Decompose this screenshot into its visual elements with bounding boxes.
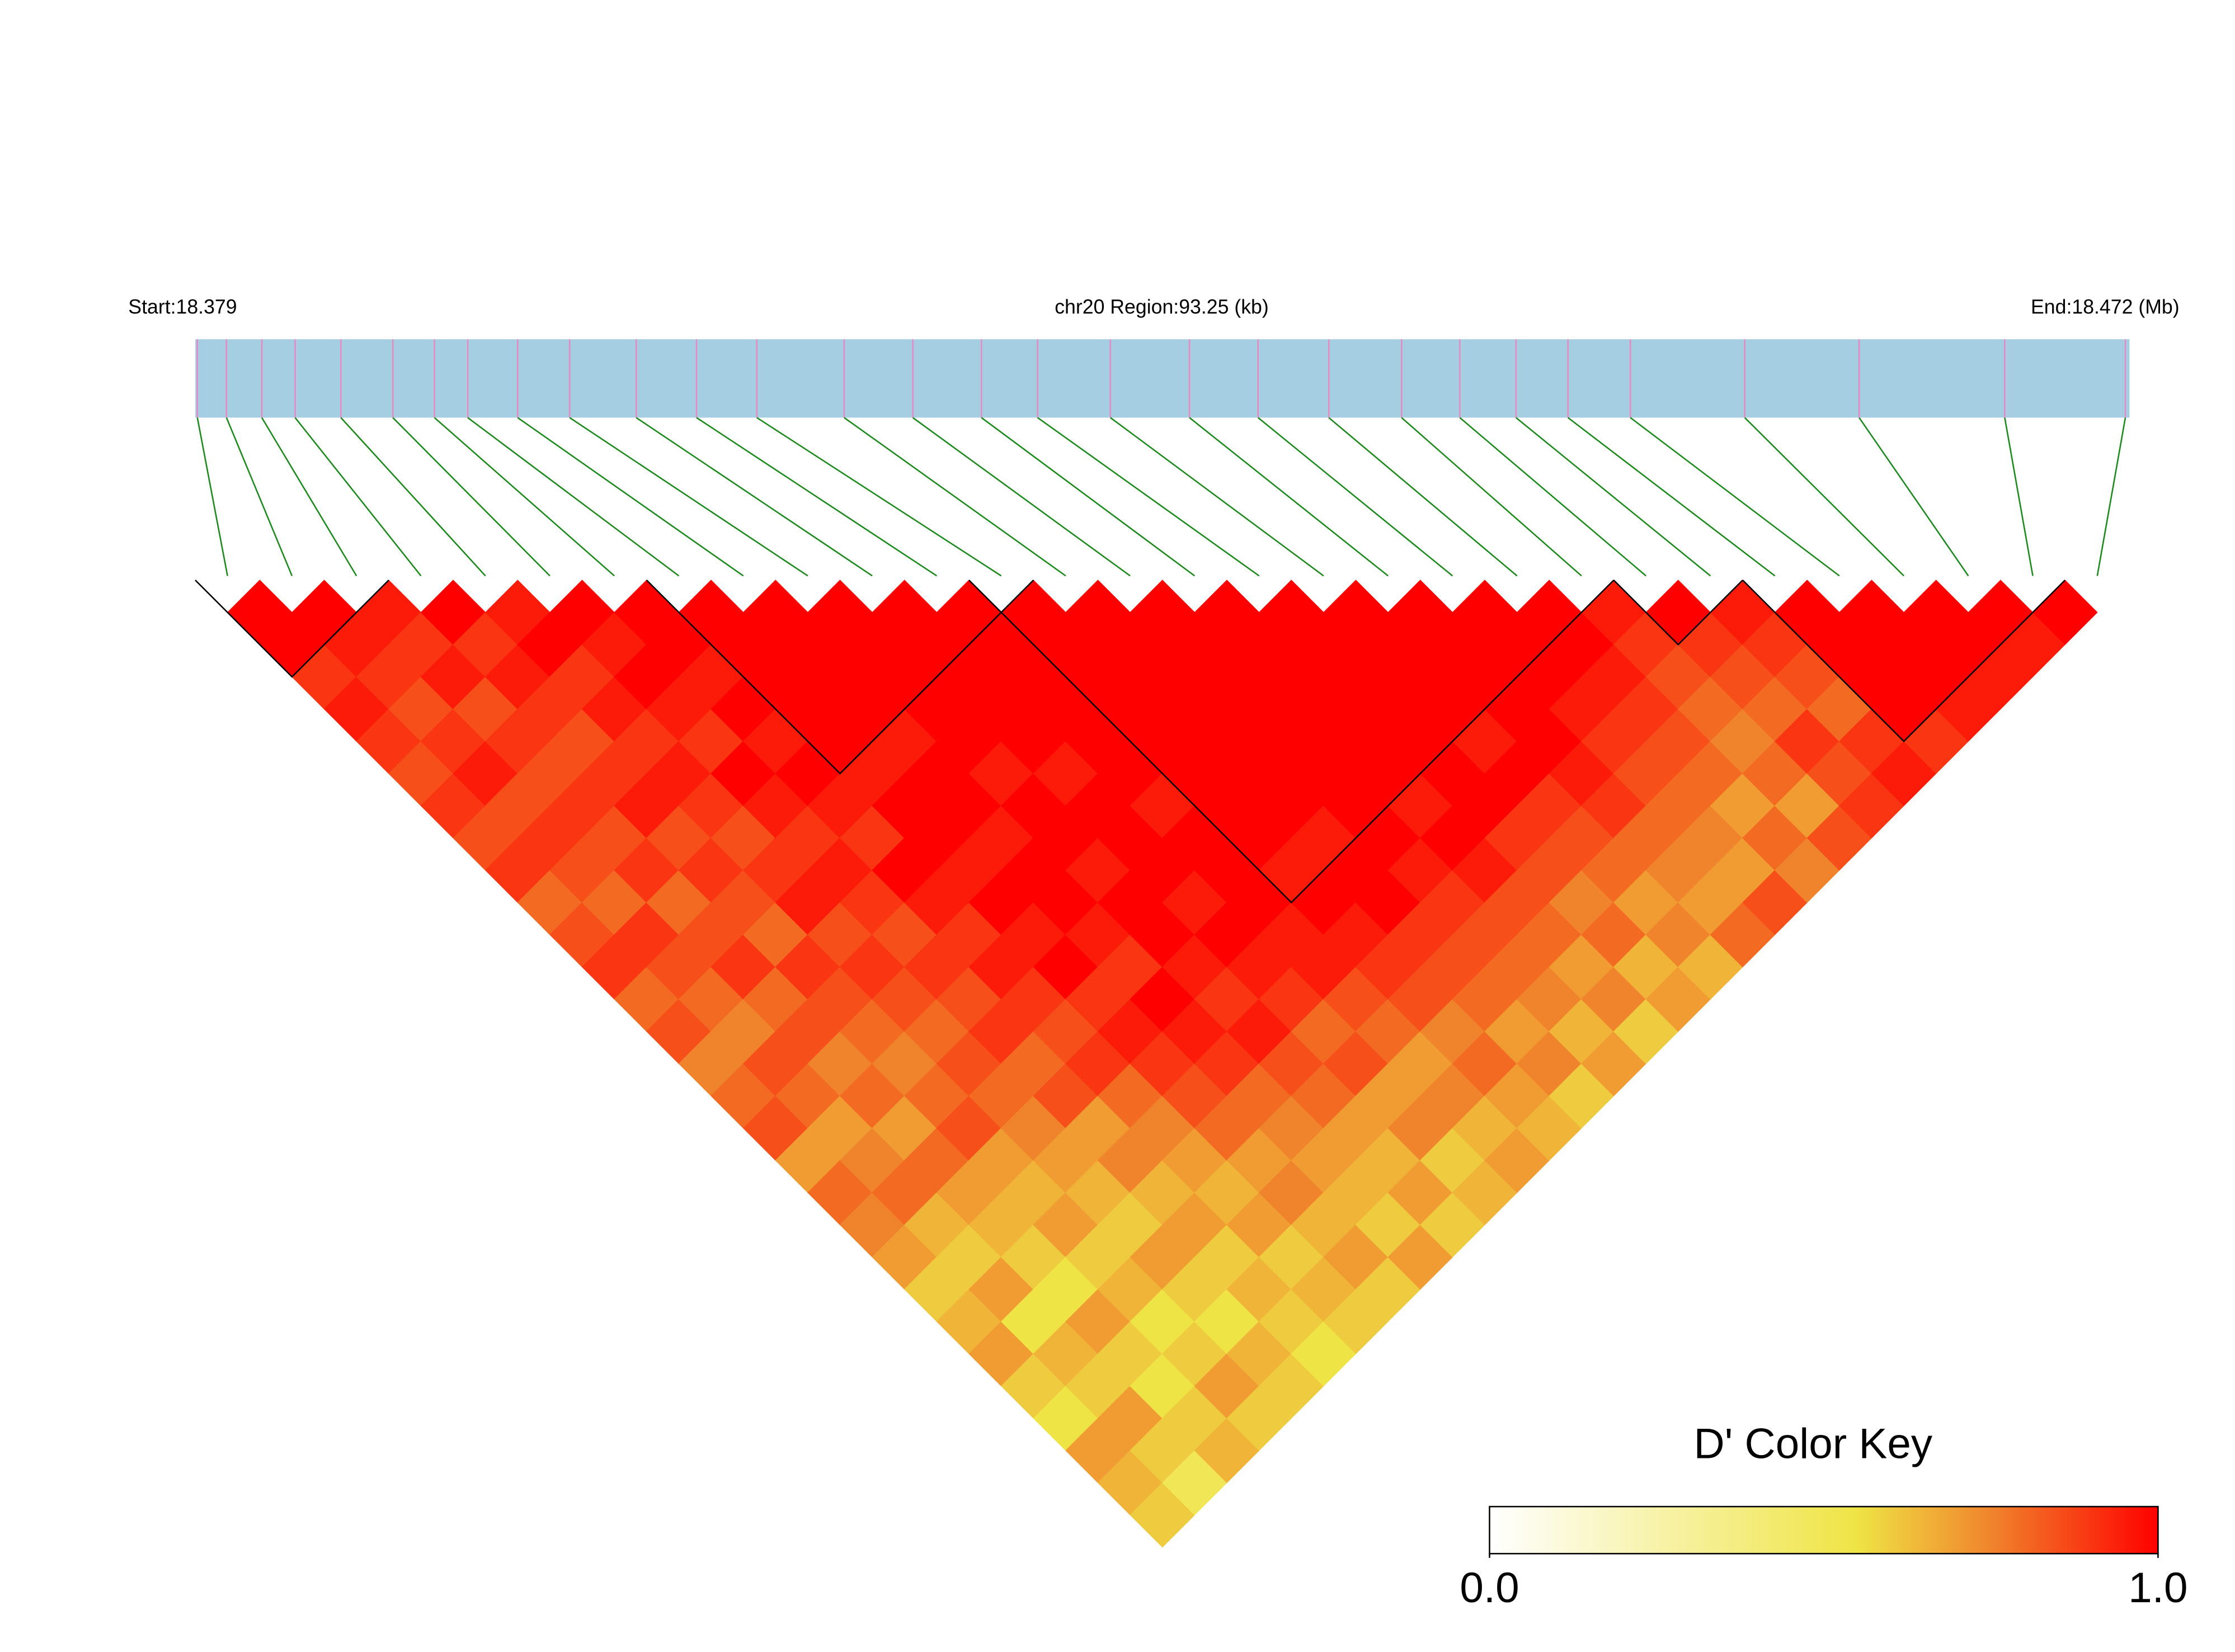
- snp-connector: [569, 417, 808, 577]
- snp-connector: [1189, 417, 1389, 577]
- end-label: End:18.472 (Mb): [2031, 296, 2180, 318]
- snp-connector: [261, 417, 357, 577]
- snp-connector: [636, 417, 873, 577]
- snp-connector: [844, 417, 1066, 577]
- key-tick-label: 0.0: [1460, 1564, 1519, 1612]
- snp-connector: [225, 417, 293, 576]
- snp-connector: [1459, 417, 1646, 577]
- snp-connector: [696, 417, 938, 577]
- snp-connector: [1401, 417, 1582, 577]
- snp-connector: [294, 417, 422, 577]
- ld-block: [646, 580, 1034, 775]
- ld-block: [968, 580, 1615, 904]
- region-label: chr20 Region:93.25 (kb): [1055, 296, 1269, 318]
- snp-connector: [1515, 417, 1711, 577]
- start-label: Start:18.379: [128, 296, 237, 318]
- snp-connector: [392, 417, 550, 577]
- snp-connector: [2096, 417, 2126, 576]
- snp-connector: [1328, 417, 1518, 577]
- key-tick-label: 1.0: [2128, 1564, 2187, 1612]
- snp-connector: [467, 417, 680, 577]
- snp-connector: [1110, 417, 1324, 577]
- snp-connector: [1037, 417, 1260, 577]
- snp-connector: [1858, 417, 1969, 577]
- snp-connector: [1744, 417, 1904, 577]
- ld-block: [195, 580, 389, 678]
- color-key: [1489, 1505, 2159, 1555]
- snp-connector: [756, 417, 1002, 577]
- ld-block: [1613, 580, 1743, 646]
- snp-connector: [434, 417, 615, 577]
- key-title: D' Color Key: [1694, 1420, 1933, 1467]
- snp-connector: [196, 417, 228, 576]
- snp-connector: [340, 417, 486, 577]
- position-bar: [195, 339, 2130, 418]
- snp-connector: [1567, 417, 1776, 577]
- snp-connector: [2004, 417, 2034, 576]
- snp-connector: [912, 417, 1131, 577]
- snp-connector: [1257, 417, 1453, 577]
- snp-connector: [517, 417, 744, 577]
- snp-connector: [1630, 417, 1840, 577]
- ld-block: [1742, 580, 2066, 742]
- snp-connector: [981, 417, 1196, 577]
